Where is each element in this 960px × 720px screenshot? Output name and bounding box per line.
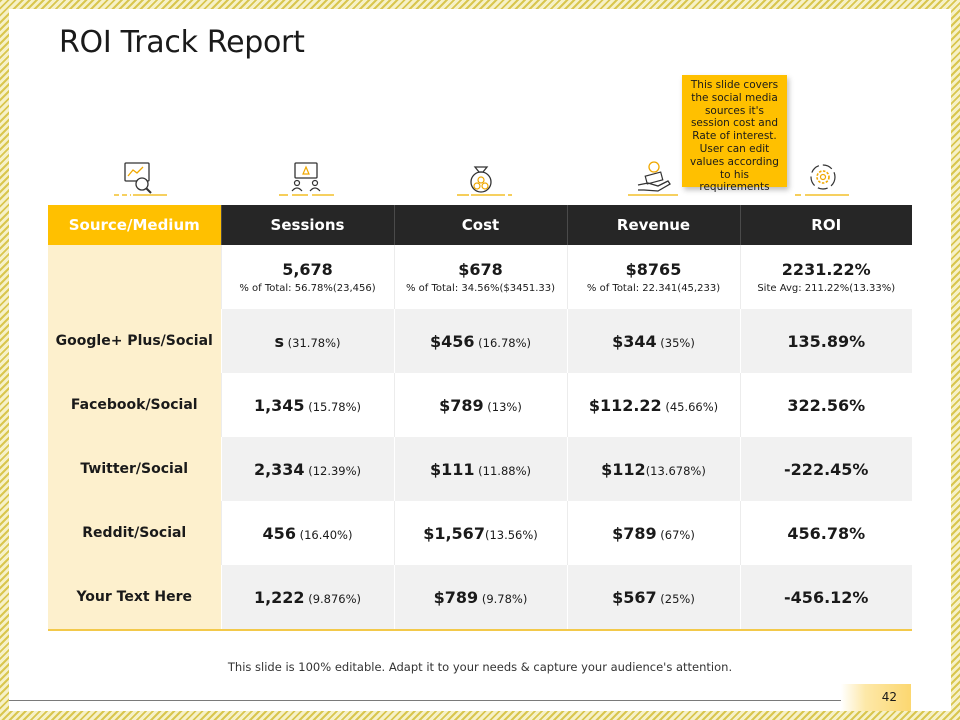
- row-revenue: $567 (25%): [566, 565, 740, 630]
- row-source: Twitter/Social: [48, 437, 221, 501]
- row-roi: 135.89%: [739, 309, 912, 373]
- roi-table: Source/Medium Sessions Cost Revenue ROI …: [48, 205, 912, 631]
- page-number: 42: [881, 690, 897, 704]
- row-sessions: 2,334 (12.39%): [220, 437, 394, 501]
- info-callout: This slide covers the social media sourc…: [682, 75, 787, 193]
- table-header-row: Source/Medium Sessions Cost Revenue ROI: [48, 205, 912, 245]
- row-cost: $1,567(13.56%): [393, 501, 567, 565]
- row-revenue: $789 (67%): [566, 501, 740, 565]
- row-roi: -456.12%: [739, 565, 912, 630]
- header-cost: Cost: [393, 205, 567, 245]
- slide: ROI Track Report This slide covers the s…: [9, 9, 951, 711]
- row-roi: -222.45%: [739, 437, 912, 501]
- row-sessions: 456 (16.40%): [220, 501, 394, 565]
- header-roi: ROI: [739, 205, 912, 245]
- row-revenue: $112(13.678%): [566, 437, 740, 501]
- row-cost: $789 (9.78%): [393, 565, 567, 630]
- totals-revenue: $8765 % of Total: 22.341(45,233): [566, 245, 740, 309]
- row-roi: 322.56%: [739, 373, 912, 437]
- money-bag-icon: [457, 159, 512, 199]
- analytics-icon: [114, 159, 167, 199]
- row-roi: 456.78%: [739, 501, 912, 565]
- page-number-box: 42: [841, 684, 911, 711]
- row-revenue: $344 (35%): [566, 309, 740, 373]
- row-sessions: 1,345 (15.78%): [220, 373, 394, 437]
- row-sessions: 1,222 (9.876%): [220, 565, 394, 630]
- row-source: Your Text Here: [48, 565, 221, 630]
- row-source: Google+ Plus/Social: [48, 309, 221, 373]
- totals-source: [48, 245, 221, 309]
- header-source: Source/Medium: [48, 205, 221, 245]
- row-sessions: s (31.78%): [220, 309, 394, 373]
- header-sessions: Sessions: [220, 205, 394, 245]
- row-cost: $456 (16.78%): [393, 309, 567, 373]
- table-row: Reddit/Social 456 (16.40%) $1,567(13.56%…: [48, 501, 912, 565]
- row-source: Reddit/Social: [48, 501, 221, 565]
- page-title: ROI Track Report: [59, 25, 305, 60]
- row-cost: $789 (13%): [393, 373, 567, 437]
- totals-cost: $678 % of Total: 34.56%($3451.33): [393, 245, 567, 309]
- row-revenue: $112.22 (45.66%): [566, 373, 740, 437]
- footer-note: This slide is 100% editable. Adapt it to…: [227, 660, 733, 674]
- hand-money-icon: [628, 159, 678, 199]
- header-revenue: Revenue: [566, 205, 740, 245]
- row-source: Facebook/Social: [48, 373, 221, 437]
- totals-sessions: 5,678 % of Total: 56.78%(23,456): [220, 245, 394, 309]
- totals-row: 5,678 % of Total: 56.78%(23,456) $678 % …: [48, 245, 912, 309]
- table-row: Your Text Here 1,222 (9.876%) $789 (9.78…: [48, 565, 912, 630]
- presentation-icon: [279, 159, 334, 199]
- totals-roi: 2231.22% Site Avg: 211.22%(13.33%): [739, 245, 912, 309]
- gear-cycle-icon: [795, 159, 849, 199]
- table-row: Twitter/Social 2,334 (12.39%) $111 (11.8…: [48, 437, 912, 501]
- table-row: Facebook/Social 1,345 (15.78%) $789 (13%…: [48, 373, 912, 437]
- table-row: Google+ Plus/Social s (31.78%) $456 (16.…: [48, 309, 912, 373]
- footer-divider: [9, 700, 841, 701]
- row-cost: $111 (11.88%): [393, 437, 567, 501]
